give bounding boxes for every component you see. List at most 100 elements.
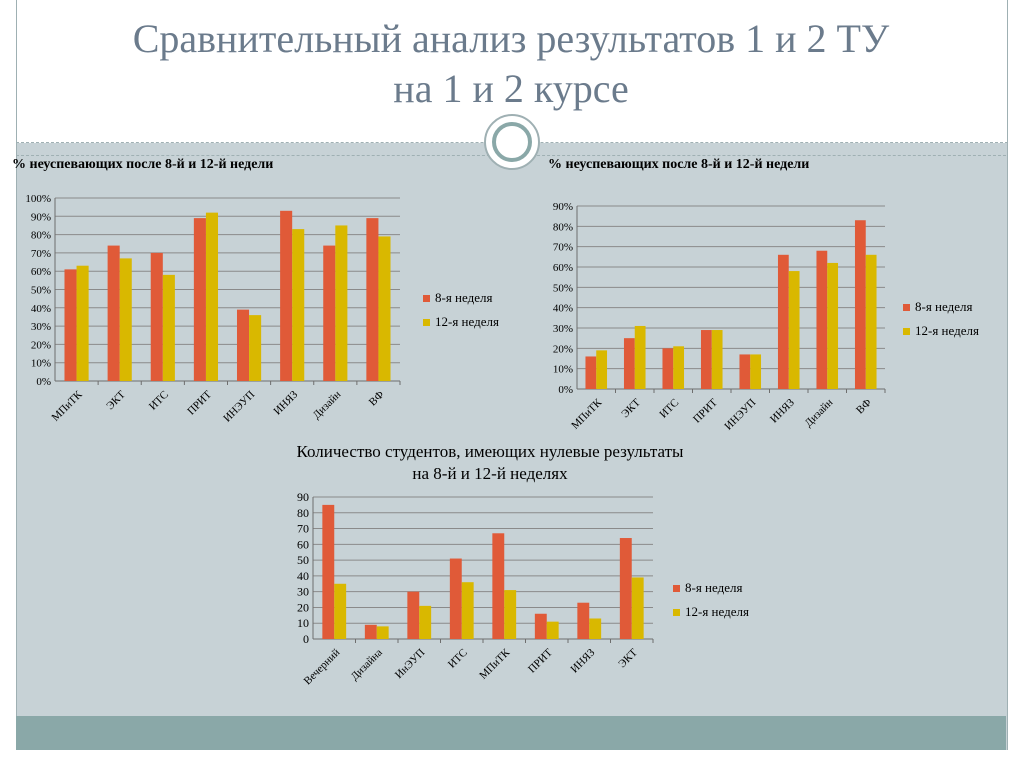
x-tick-label: ЭКТ — [104, 388, 128, 412]
bar-week12 — [504, 590, 517, 639]
chart2-plot: 0% 10% 20% 30% 40% 50% 60% 70% 80% 90% МПиТК ЭКТ ИТС… — [553, 201, 979, 433]
y-tick-label: 80% — [553, 221, 573, 233]
bar-week12 — [119, 258, 132, 381]
bar-week8 — [816, 250, 828, 389]
x-tick-label: ЭКТ — [619, 396, 643, 420]
page-title: Сравнительный анализ результатов 1 и 2 Т… — [16, 14, 1006, 114]
bar-week8 — [700, 330, 712, 389]
bar-week8 — [619, 538, 632, 639]
y-tick-label: 10% — [553, 364, 573, 376]
bar-week8 — [662, 348, 674, 389]
y-tick-label: 20% — [553, 343, 573, 355]
bar-week12 — [334, 583, 347, 639]
bar-week8 — [193, 218, 206, 381]
x-tick-label: ЭКТ — [616, 646, 640, 670]
y-tick-label: 60% — [553, 262, 573, 274]
legend-swatch — [903, 304, 910, 311]
bar-week12 — [461, 582, 474, 639]
y-tick-label: 30 — [297, 585, 309, 599]
x-tick-label: Дизайна — [349, 647, 385, 683]
y-tick-label: 40% — [553, 303, 573, 315]
bar-week8 — [777, 254, 789, 389]
bar-week12 — [249, 315, 262, 381]
legend-label: 8-я неделя — [685, 580, 742, 595]
x-tick-label: ИНЯЗ — [271, 388, 300, 417]
bar-week12 — [589, 618, 602, 639]
bar-week12 — [376, 626, 389, 639]
bar-week8 — [236, 309, 250, 381]
x-tick-label: ИНЭУП — [722, 397, 758, 433]
y-tick-label: 50 — [297, 553, 309, 567]
bar-week12 — [546, 621, 559, 639]
legend-label: 12-я неделя — [685, 604, 749, 619]
x-tick-label: Вечерний — [302, 647, 343, 688]
bar-week12 — [865, 254, 877, 389]
y-tick-label: 20 — [297, 600, 309, 614]
x-tick-label: ИНЯЗ — [768, 396, 797, 425]
x-tick-label: Дизайн — [803, 397, 836, 430]
legend-swatch — [673, 585, 680, 592]
y-tick-label: 70 — [297, 522, 309, 536]
legend-swatch — [673, 609, 680, 616]
bar-week12 — [673, 346, 685, 389]
y-tick-label: 90% — [31, 211, 51, 223]
y-tick-label: 40 — [297, 569, 309, 583]
chart1-title: % неуспевающих после 8-й и 12-й недели — [12, 157, 274, 172]
bar-week12 — [634, 325, 646, 389]
x-tick-label: ВФ — [854, 396, 874, 416]
y-tick-label: 20% — [31, 339, 51, 351]
x-tick-label: ПРИТ — [185, 388, 214, 417]
bar-week12 — [750, 354, 762, 389]
bar-week8 — [323, 245, 336, 381]
x-tick-label: МПиТК — [50, 388, 86, 424]
y-tick-label: 10% — [31, 358, 51, 370]
y-tick-label: 90 — [297, 490, 309, 504]
bar-week12 — [162, 274, 175, 381]
bar-week8 — [366, 218, 379, 381]
chart1-plot: 0% 10% 20% 30% 40% 50% 60% 70% 80% 90% 100% МПиТК ЭК… — [25, 193, 499, 425]
y-tick-label: 80 — [297, 506, 309, 520]
bar-week8 — [585, 356, 597, 389]
x-tick-label: ПРИТ — [691, 396, 720, 425]
y-tick-label: 80% — [31, 230, 51, 242]
bar-week8 — [577, 602, 590, 639]
y-tick-label: 30% — [31, 321, 51, 333]
legend-swatch — [423, 319, 430, 326]
x-tick-label: ПРИТ — [526, 646, 555, 675]
bar-week12 — [631, 577, 644, 639]
y-tick-label: 40% — [31, 303, 51, 315]
y-tick-label: 90% — [553, 201, 573, 213]
y-tick-label: 50% — [553, 282, 573, 294]
bar-week8 — [150, 252, 163, 381]
x-tick-label: ИНЭУП — [221, 389, 257, 425]
y-tick-label: 60 — [297, 537, 309, 551]
bar-week12 — [788, 271, 800, 389]
bar-week12 — [378, 236, 391, 381]
bar-week8 — [407, 591, 420, 639]
x-tick-label: Дизайн — [311, 389, 344, 422]
y-tick-label: 50% — [31, 285, 51, 297]
y-tick-label: 70% — [31, 248, 51, 260]
bar-week8 — [854, 220, 866, 389]
legend-swatch — [903, 328, 910, 335]
bar-week12 — [205, 212, 219, 381]
x-tick-label: ИТС — [657, 397, 681, 421]
y-tick-label: 100% — [25, 193, 51, 205]
y-tick-label: 60% — [31, 266, 51, 278]
y-tick-label: 0% — [558, 384, 573, 396]
bar-week8 — [492, 533, 505, 639]
bar-week12 — [596, 350, 608, 389]
bar-week12 — [419, 605, 432, 639]
legend-label: 12-я неделя — [435, 314, 499, 329]
bar-week12 — [335, 225, 348, 381]
x-tick-label: МПиТК — [477, 646, 513, 682]
y-tick-label: 10 — [297, 616, 309, 630]
x-tick-label: ИНЯЗ — [569, 646, 598, 675]
page-title-line1: Сравнительный анализ результатов 1 и 2 Т… — [132, 16, 890, 61]
x-tick-label: ИТС — [446, 647, 470, 671]
page-title-line2: на 1 и 2 курсе — [393, 66, 629, 111]
y-tick-label: 0 — [303, 632, 309, 646]
x-tick-label: ИТС — [147, 389, 171, 413]
